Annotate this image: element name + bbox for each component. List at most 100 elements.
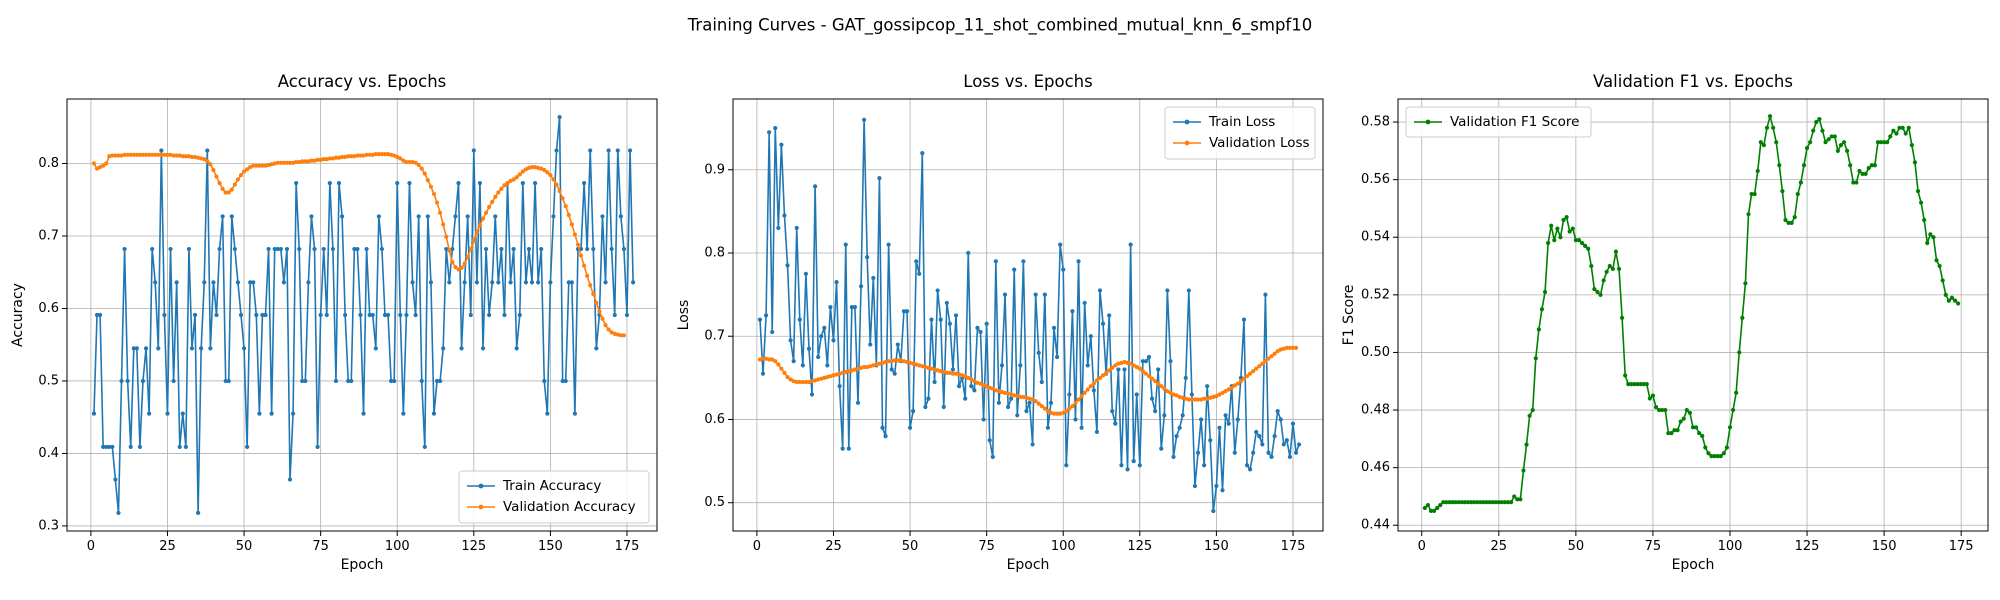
series-point (785, 374, 790, 380)
series-point (621, 333, 627, 338)
series-point (428, 184, 434, 189)
series-point (321, 246, 326, 252)
y-axis-label: Accuracy (10, 283, 26, 347)
series-point (395, 180, 400, 186)
series-point (1903, 131, 1908, 136)
series-point (757, 317, 763, 322)
series-point (211, 167, 216, 173)
series-point (1922, 217, 1927, 223)
series-point (220, 214, 225, 219)
series-point (1487, 500, 1492, 505)
series-point (229, 214, 234, 219)
x-tick-label: 0 (753, 539, 761, 554)
series-point (816, 354, 821, 360)
series-point (241, 346, 247, 351)
series-point (303, 378, 308, 384)
series-point (1832, 134, 1837, 139)
series-point (278, 246, 283, 252)
series-point (819, 334, 824, 339)
series-point (1527, 413, 1532, 418)
series-point (113, 153, 118, 158)
axes-frame (66, 98, 658, 532)
legend-swatch-marker (478, 483, 484, 489)
series-point (594, 346, 599, 351)
legend: Train Accuracy Validation Accuracy (458, 470, 650, 524)
series-point (202, 157, 207, 162)
series-point (349, 154, 354, 159)
series-point (1888, 134, 1893, 139)
series-point (281, 280, 286, 285)
series-point (162, 312, 167, 318)
series-point (1009, 396, 1014, 401)
series-point (920, 151, 925, 156)
series-point (1266, 356, 1271, 361)
series-point (621, 246, 627, 252)
series-point (941, 404, 946, 410)
series-point (180, 154, 185, 159)
series-point (465, 214, 470, 219)
legend-box (1405, 106, 1592, 138)
series-point (1838, 142, 1844, 148)
series-point (1595, 289, 1600, 295)
series-point (147, 411, 152, 416)
series-point (1104, 370, 1109, 375)
series-point (1085, 387, 1090, 392)
series-point (407, 180, 412, 186)
series-point (767, 357, 772, 362)
series-point (776, 225, 781, 231)
series-point (1848, 163, 1853, 168)
series-point (1801, 163, 1807, 168)
series-point (1125, 467, 1130, 472)
chart-panel-1: 0 25 50 75 100 125 150 175 0.3 0.4 0.5 0.6 0.7 0.8 Acc… (10, 72, 658, 573)
series-point (1137, 463, 1142, 468)
series-point (327, 156, 332, 161)
series-point (1626, 382, 1631, 387)
series-point (551, 214, 556, 219)
series-point (597, 309, 602, 314)
series-point (165, 411, 170, 416)
series-point (554, 148, 559, 153)
series-point (1156, 367, 1161, 372)
series-point (367, 152, 372, 157)
series-point (1900, 125, 1905, 130)
series-point (1266, 450, 1271, 455)
series-point (1573, 238, 1578, 243)
series-point (1128, 361, 1133, 366)
series-point (575, 242, 581, 247)
series-point (797, 317, 802, 322)
series-point (944, 370, 949, 375)
series-point (1663, 407, 1668, 413)
y-tick-label: 0.8 (38, 156, 59, 171)
series-point (128, 444, 133, 450)
series-point (526, 246, 532, 252)
series-point (1866, 166, 1871, 171)
series-point (782, 213, 787, 218)
series-point (171, 153, 176, 158)
series-point (1061, 267, 1066, 272)
series-point (468, 246, 473, 252)
series-point (1675, 428, 1680, 433)
series-line-1 (1424, 115, 1959, 512)
series-point (1552, 238, 1557, 243)
series-point (1915, 189, 1921, 194)
series-point (788, 377, 793, 382)
series-point (1244, 374, 1250, 379)
series-point (1533, 356, 1538, 361)
series-point (1070, 309, 1075, 314)
series-point (1758, 140, 1763, 145)
series-point (1579, 240, 1585, 246)
series-point (627, 148, 633, 153)
series-point (606, 327, 611, 332)
series-point (566, 212, 571, 218)
series-point (1656, 407, 1662, 413)
series-point (600, 316, 605, 321)
series-point (490, 280, 495, 285)
series-point (1287, 454, 1293, 460)
series-point (493, 194, 498, 199)
series-point (306, 280, 311, 285)
series-point (1653, 405, 1659, 410)
series-point (907, 425, 913, 430)
series-point (1882, 140, 1887, 145)
series-point (1909, 142, 1914, 148)
series-point (779, 142, 784, 147)
